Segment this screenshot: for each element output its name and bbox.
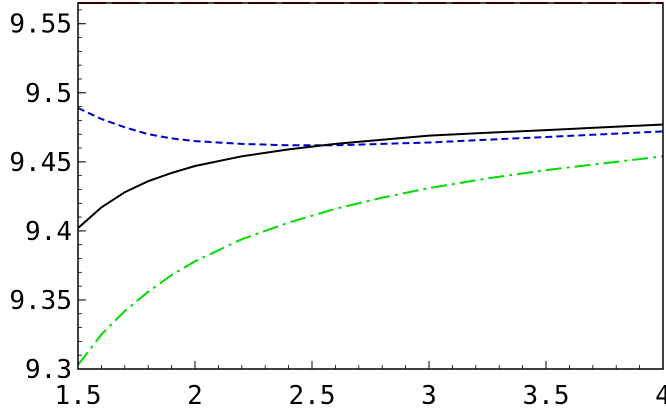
series-layer	[77, 2, 664, 366]
y-tick-label: 9.3	[25, 355, 72, 385]
y-tick-label: 9.35	[9, 286, 72, 316]
x-tick-label: 2.5	[289, 381, 336, 411]
tick-layer: 1.5 2 2.5 3 3.5 4 9.3 9.35 9.4 9.45 9.5 9.55	[9, 9, 666, 411]
y-tick-label: 9.55	[9, 10, 72, 40]
plot-frame	[77, 2, 664, 370]
y-tick-label: 9.4	[25, 217, 72, 247]
series-line-4	[77, 155, 664, 366]
x-tick-label: 1.5	[55, 381, 102, 411]
x-tick-label: 3	[421, 381, 437, 411]
series-line-2	[77, 107, 664, 147]
x-tick-label: 4	[655, 381, 666, 411]
y-tick-label: 9.45	[9, 148, 72, 178]
series-line-3	[77, 123, 664, 229]
y-tick-label: 9.5	[25, 79, 72, 109]
x-tick-label: 3.5	[523, 381, 570, 411]
x-tick-label: 2	[187, 381, 203, 411]
